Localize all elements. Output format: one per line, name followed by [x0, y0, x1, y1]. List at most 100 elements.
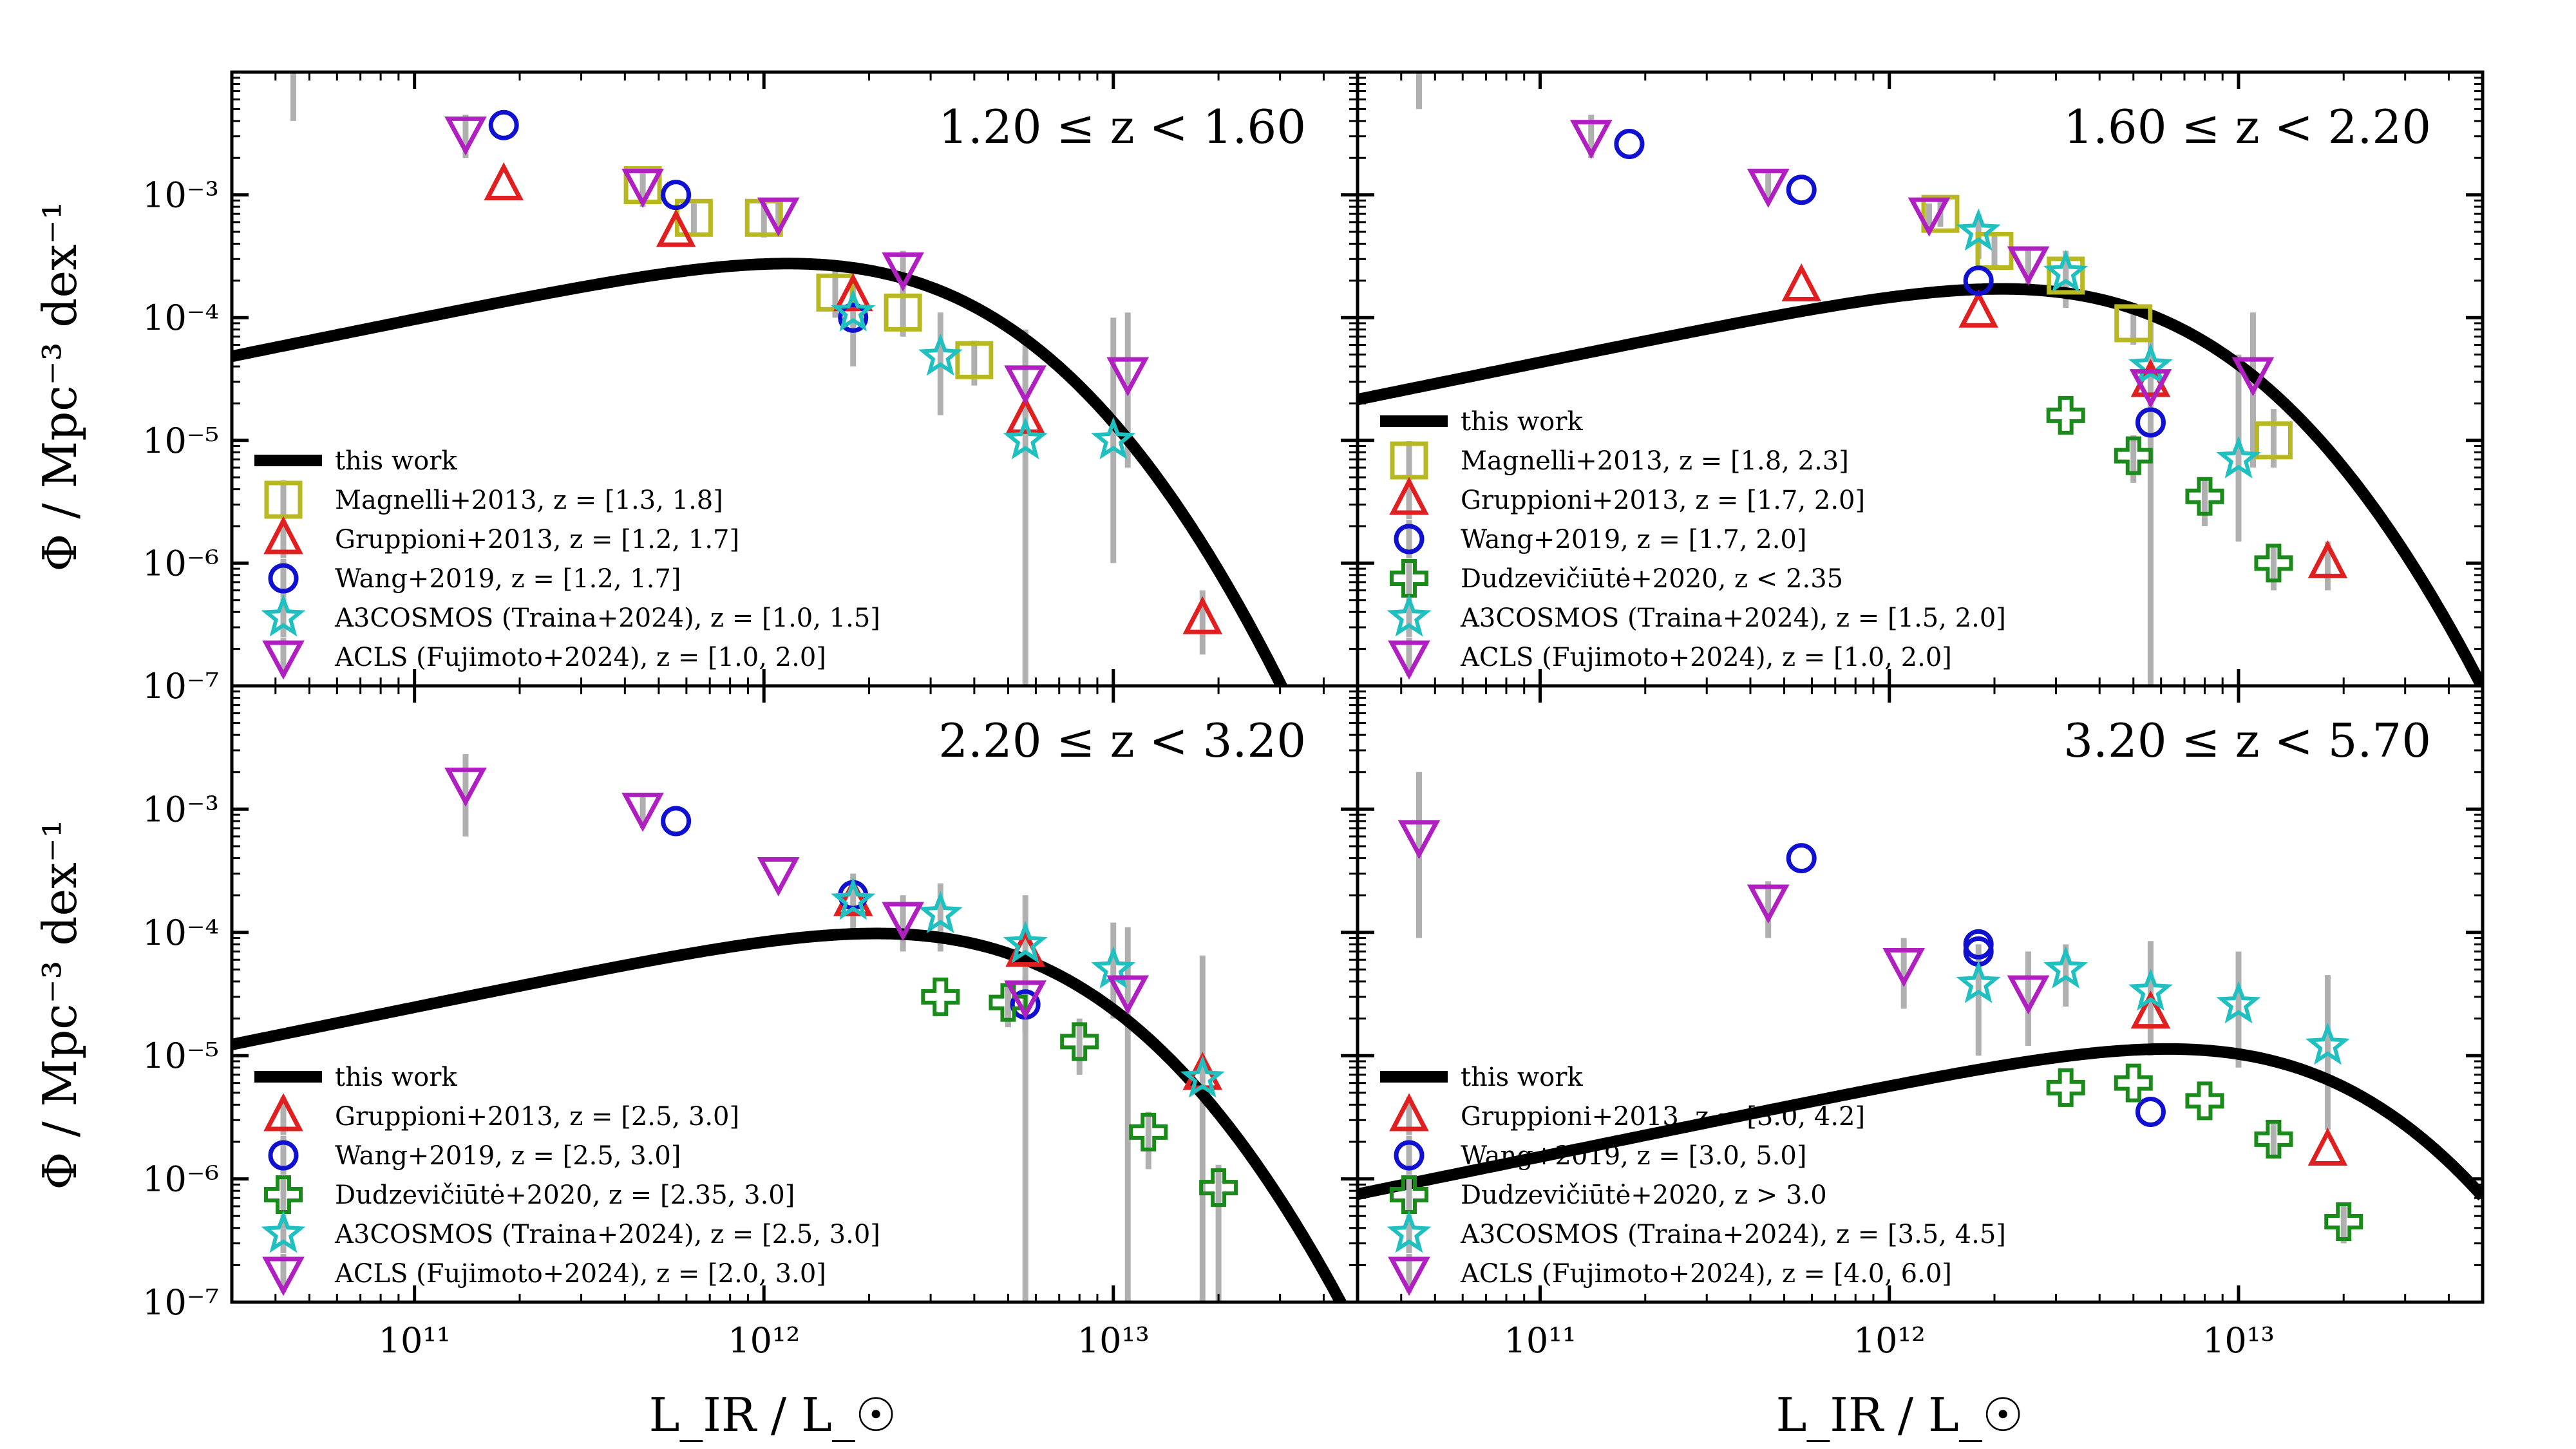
- legend-marker-dudzeviciute: [1390, 1175, 1428, 1214]
- redshift-label: 1.60 ≤ z < 2.20: [2063, 100, 2431, 154]
- marker-dudzeviciute: [2114, 436, 2153, 475]
- y-tick-label: 10⁻⁴: [142, 913, 219, 953]
- legend-marker-acls: [262, 640, 305, 680]
- legend-label: Magnelli+2013, z = [1.3, 1.8]: [335, 486, 723, 515]
- legend-label: Dudzevičiūtė+2020, z > 3.0: [1461, 1180, 1827, 1210]
- marker-a3cosmos: [2043, 249, 2088, 292]
- legend-marker-gruppioni: [263, 516, 303, 554]
- marker-gruppioni: [1005, 395, 1045, 434]
- marker-a3cosmos: [1003, 920, 1048, 963]
- marker-dudzeviciute: [921, 977, 960, 1016]
- marker-dudzeviciute: [2046, 395, 2085, 435]
- marker-a3cosmos: [2216, 435, 2261, 478]
- marker-wang: [1963, 265, 1994, 296]
- marker-magnelli: [955, 341, 994, 379]
- marker-dudzeviciute: [2185, 477, 2224, 516]
- legend: this work Magnelli+2013, z = [1.8, 2.3] Gr…: [1380, 407, 2006, 680]
- legend-marker-a3cosmos: [261, 594, 306, 637]
- y-tick-label: 10⁻⁷: [142, 666, 219, 706]
- legend-marker-wang: [1394, 1140, 1425, 1171]
- marker-a3cosmos: [2216, 981, 2261, 1024]
- panel-2: 1.60 ≤ z < 2.20 this work Magnelli+2013, z…: [1356, 70, 2485, 688]
- y-tick-label: 10⁻³: [142, 789, 219, 829]
- legend-label: this work: [335, 446, 457, 476]
- marker-a3cosmos: [1003, 417, 1048, 460]
- marker-dudzeviciute: [1199, 1168, 1238, 1208]
- y-tick-label: 10⁻³: [142, 175, 219, 216]
- marker-acls: [1747, 169, 1790, 208]
- panel-frame: [1356, 684, 2485, 1304]
- marker-gruppioni: [2130, 990, 2171, 1029]
- legend: this work Gruppioni+2013, z = [2.5, 3.0] W…: [254, 1063, 880, 1296]
- marker-acls: [757, 857, 800, 896]
- marker-a3cosmos: [918, 891, 963, 934]
- legend-marker-acls: [1388, 1256, 1430, 1296]
- marker-acls: [1106, 975, 1150, 1015]
- redshift-label: 1.20 ≤ z < 1.60: [938, 100, 1306, 154]
- marker-magnelli: [884, 293, 922, 332]
- marker-wang: [1786, 175, 1817, 205]
- legend-marker-wang: [268, 1140, 299, 1171]
- marker-acls: [1397, 820, 1441, 860]
- marker-acls: [1747, 884, 1790, 924]
- marker-acls: [621, 792, 664, 832]
- legend-marker-gruppioni: [1389, 477, 1429, 515]
- marker-wang: [1614, 129, 1645, 160]
- panel-3: 10¹¹ 10¹² 10¹³ 10⁻³ 10⁻⁴ 10⁻⁵ 10⁻⁶ 10⁻⁷ 2.20 ≤ z…: [142, 684, 1359, 1361]
- legend-label: ACLS (Fujimoto+2024), z = [1.0, 2.0]: [334, 643, 826, 672]
- marker-a3cosmos: [2128, 968, 2173, 1011]
- marker-acls: [2007, 246, 2050, 286]
- legend-label: this work: [1461, 1063, 1583, 1092]
- plot-area: [232, 72, 1288, 686]
- marker-gruppioni: [1182, 596, 1223, 634]
- redshift-label: 2.20 ≤ z < 3.20: [938, 714, 1306, 768]
- legend-marker-wang: [1394, 524, 1425, 554]
- y-tick-label: 10⁻⁶: [142, 543, 219, 583]
- marker-a3cosmos: [831, 877, 876, 920]
- marker-a3cosmos: [918, 333, 963, 376]
- marker-acls: [757, 197, 800, 237]
- legend-label: Wang+2019, z = [3.0, 5.0]: [1461, 1141, 1806, 1171]
- y-axis-label-bottom: Φ / Mpc⁻³ dex⁻¹: [33, 819, 87, 1189]
- x-axis-label-right: L_IR / L_☉: [1776, 1388, 2024, 1442]
- marker-gruppioni: [2307, 540, 2348, 578]
- marker-dudzeviciute: [2114, 1063, 2153, 1103]
- marker-dudzeviciute: [2185, 1081, 2224, 1121]
- marker-a3cosmos: [831, 289, 876, 332]
- legend-label: A3COSMOS (Traina+2024), z = [3.5, 4.5]: [1460, 1220, 2006, 1249]
- y-tick-label: 10⁻⁴: [142, 298, 219, 338]
- marker-acls: [1004, 980, 1047, 1020]
- y-tick-label: 10⁻⁷: [142, 1282, 219, 1323]
- legend-marker-acls: [1388, 640, 1430, 680]
- marker-dudzeviciute: [1060, 1022, 1099, 1061]
- panel-1: 10⁻³ 10⁻⁴ 10⁻⁵ 10⁻⁶ 10⁻⁷ 1.20 ≤ z < 1.60 this …: [142, 70, 1359, 706]
- legend-label: Gruppioni+2013, z = [2.5, 3.0]: [335, 1102, 739, 1132]
- legend-label: Gruppioni+2013, z = [3.0, 4.2]: [1461, 1102, 1865, 1132]
- marker-wang: [1786, 843, 1817, 874]
- marker-gruppioni: [833, 273, 873, 312]
- marker-acls: [2231, 357, 2275, 397]
- legend-label: A3COSMOS (Traina+2024), z = [1.0, 1.5]: [334, 603, 880, 633]
- y-axis-label-top: Φ / Mpc⁻³ dex⁻¹: [33, 201, 87, 571]
- legend-marker-wang: [268, 563, 299, 594]
- legend-marker-a3cosmos: [1387, 1210, 1432, 1253]
- marker-wang: [488, 109, 519, 140]
- legend-label: Wang+2019, z = [1.7, 2.0]: [1461, 525, 1806, 554]
- plot-area: [1358, 772, 2483, 1244]
- marker-dudzeviciute: [2254, 544, 2293, 583]
- marker-wang: [2135, 407, 2166, 438]
- legend-marker-dudzeviciute: [1390, 559, 1428, 598]
- legend-label: ACLS (Fujimoto+2024), z = [2.0, 3.0]: [334, 1259, 826, 1289]
- legend-label: Gruppioni+2013, z = [1.7, 2.0]: [1461, 486, 1865, 515]
- x-tick-label: 10¹²: [1853, 1320, 1926, 1361]
- marker-acls: [621, 169, 664, 208]
- x-tick-label: 10¹¹: [1504, 1320, 1577, 1361]
- marker-magnelli: [1921, 194, 1960, 233]
- x-tick-label: 10¹¹: [379, 1320, 451, 1361]
- marker-dudzeviciute: [2324, 1202, 2363, 1241]
- legend-label: Dudzevičiūtė+2020, z < 2.35: [1461, 564, 1843, 594]
- model-curve-this-work: [232, 927, 1348, 1302]
- legend-label: ACLS (Fujimoto+2024), z = [1.0, 2.0]: [1460, 643, 1952, 672]
- legend-label: A3COSMOS (Traina+2024), z = [2.5, 3.0]: [334, 1220, 880, 1249]
- marker-a3cosmos: [2305, 1022, 2350, 1065]
